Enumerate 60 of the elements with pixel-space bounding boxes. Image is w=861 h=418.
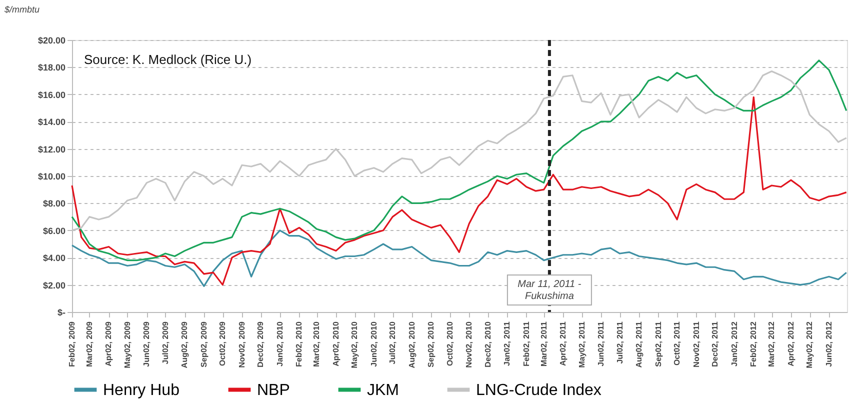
y-tick-label: $8.00: [42, 198, 66, 209]
x-tick-label: May02, 2009: [122, 320, 132, 368]
x-tick-label: Feb02, 2012: [749, 320, 758, 367]
x-tick-label: May02, 2012: [805, 320, 814, 368]
y-tick-label: $18.00: [38, 62, 66, 73]
ref-line-label: Mar 11, 2011 - Fukushima: [518, 279, 582, 302]
legend-label: JKM: [367, 382, 399, 399]
x-tick-label: Sep02, 2010: [426, 320, 436, 368]
x-tick-label: Mar02, 2009: [84, 320, 94, 367]
x-tick-label: Dec02, 2010: [483, 320, 492, 368]
x-tick-label: Oct02, 2010: [445, 320, 454, 366]
legend-label: NBP: [257, 382, 290, 399]
x-tick-label: Dec02, 2009: [256, 320, 266, 368]
x-tick-label: Aug02, 2011: [634, 320, 644, 368]
x-tick-label: Mar02, 2011: [539, 320, 548, 366]
x-tick-label: Apr02, 2012: [786, 320, 796, 366]
x-tick-label: Jan02, 2010: [275, 320, 284, 366]
x-tick-label: May02, 2011: [577, 320, 586, 368]
x-tick-label: Nov02, 2011: [692, 320, 701, 368]
x-tick-label: Nov02, 2010: [464, 320, 474, 368]
y-tick-label: $16.00: [38, 90, 66, 100]
x-tick-label: Jun02, 2012: [824, 320, 834, 367]
x-tick-label: Jan02, 2012: [730, 320, 739, 366]
x-tick-label: Jul02, 2011: [615, 320, 624, 364]
x-tick-label: Dec02, 2011: [710, 320, 720, 367]
x-tick-label: Mar02, 2010: [312, 320, 322, 367]
y-tick-label: $6.00: [42, 226, 66, 236]
line-series: [71, 230, 848, 287]
x-tick-label: Aug02, 2010: [407, 320, 416, 368]
x-tick-label: Feb02, 2011: [522, 320, 531, 366]
y-tick-label: $-: [57, 308, 66, 318]
x-tick-label: Jun02, 2010: [369, 320, 378, 367]
x-tick-label: Jun02, 2009: [142, 320, 152, 367]
y-tick-label: $4.00: [42, 253, 66, 264]
x-tick-label: Apr02, 2011: [558, 320, 568, 366]
x-tick-label: Sep02, 2011: [654, 320, 663, 367]
y-tick-label: $10.00: [38, 172, 66, 182]
y-tick-label: $12.00: [38, 144, 66, 154]
x-tick-label: Apr02, 2009: [104, 320, 114, 366]
y-tick-label: $14.00: [38, 117, 66, 128]
x-tick-label: Jun02, 2011: [596, 320, 606, 366]
x-tick-label: Jul02, 2010: [388, 320, 398, 364]
x-tick-label: Feb02, 2010: [294, 320, 304, 367]
legend-label: LNG-Crude Index: [476, 382, 602, 399]
x-tick-label: Oct02, 2009: [218, 320, 228, 366]
annotation: Source: K. Medlock (Rice U.): [84, 52, 252, 67]
x-tick-label: Jan02, 2011: [502, 320, 512, 366]
x-tick-label: Sep02, 2009: [199, 320, 208, 368]
y-tick-label: $20.00: [38, 36, 66, 46]
x-tick-label: Mar02, 2012: [767, 320, 776, 367]
x-tick-label: Jul02, 2009: [160, 320, 170, 364]
x-tick-label: Apr02, 2010: [331, 320, 340, 366]
x-tick-label: Nov02, 2009: [237, 320, 246, 368]
legend-label: Henry Hub: [103, 382, 180, 399]
x-tick-label: Aug02, 2009: [180, 320, 190, 368]
y-axis-title: $/mmbtu: [4, 4, 40, 14]
x-tick-label: Oct02, 2011: [672, 320, 682, 366]
x-tick-label: Feb02, 2009: [68, 320, 76, 367]
x-tick-label: May02, 2010: [350, 320, 360, 368]
y-tick-label: $2.00: [42, 280, 66, 290]
